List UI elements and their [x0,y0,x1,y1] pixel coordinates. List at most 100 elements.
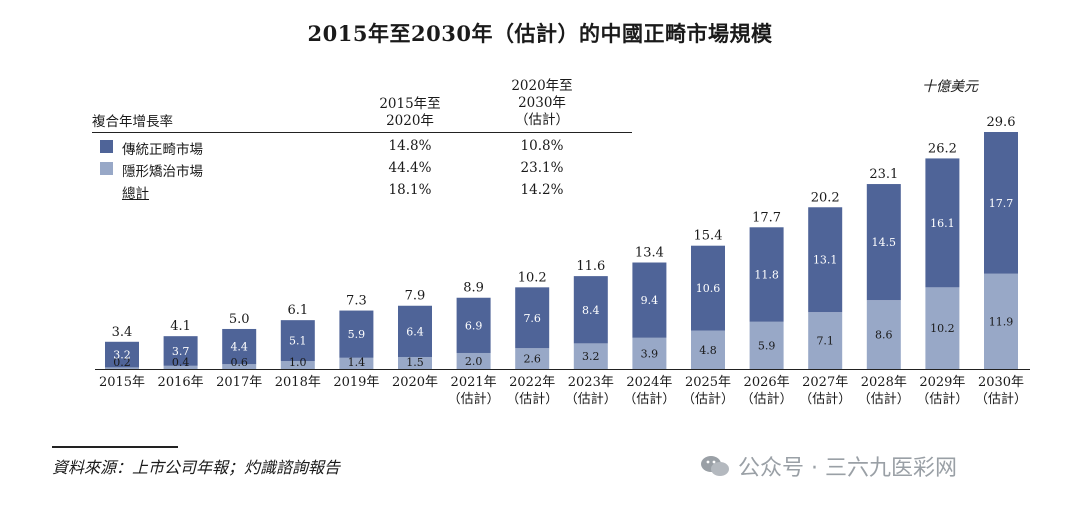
data-label-traditional: 6.9 [465,319,483,332]
source-note: 資料來源：上市公司年報；灼識諮詢報告 [52,458,341,477]
cagr-col1-header-line2: 2020年 [386,113,434,129]
bar-segment-traditional [984,132,1018,274]
cagr-col1-header: 2015年至 2020年 [360,96,460,130]
data-label-traditional: 8.4 [582,304,600,317]
cagr-row-label: 傳統正畸市場 [122,142,203,158]
total-label: 7.3 [346,294,367,309]
bar-segment-clear-aligner [984,273,1018,369]
category-label: 2018年 [275,375,321,390]
data-label-traditional: 10.6 [696,282,721,295]
category-label: 2022年 [509,375,555,390]
data-label-traditional: 7.6 [523,312,541,325]
bar-segment-traditional [163,336,198,366]
total-label: 17.7 [752,210,781,225]
category-sublabel: （估計） [506,391,558,407]
category-label: 2028年 [861,375,907,390]
cagr-row-traditional: 傳統正畸市場 14.8% 10.8% [92,138,632,160]
clear-aligner-swatch [100,162,113,175]
category-label: 2015年 [99,375,145,390]
data-label-clear-aligner: 0.6 [230,356,248,369]
category-label: 2023年 [568,375,614,390]
category-label: 2021年 [451,375,497,390]
data-label-traditional: 5.9 [348,328,366,341]
category-sublabel: （估計） [916,391,968,407]
cagr-value: 44.4% [388,160,432,176]
data-label-clear-aligner: 4.8 [699,344,717,357]
traditional-swatch [100,140,113,153]
category-label: 2024年 [626,375,672,390]
category-sublabel: （估計） [682,391,734,407]
total-label: 11.6 [576,259,605,274]
total-label: 29.6 [987,115,1016,130]
bar-segment-traditional [515,287,550,349]
bar-segment-clear-aligner [222,364,257,369]
bar-segment-clear-aligner [515,348,550,369]
category-sublabel: （估計） [448,391,500,407]
bar-segment-clear-aligner [749,321,784,369]
bar-segment-traditional [222,328,257,365]
data-label-clear-aligner: 3.2 [582,350,600,363]
data-label-clear-aligner: 1.0 [289,356,307,369]
bar-segment-clear-aligner [925,287,960,369]
data-label-clear-aligner: 7.1 [816,335,834,348]
data-label-traditional: 14.5 [872,236,897,249]
category-sublabel: （估計） [623,391,675,407]
data-label-clear-aligner: 10.2 [930,322,955,335]
wechat-icon [701,456,729,476]
cagr-table-rule [92,132,632,133]
data-label-traditional: 13.1 [813,254,838,267]
category-label: 2017年 [216,375,262,390]
bar-segment-traditional [339,310,374,358]
bar-segment-clear-aligner [280,360,315,369]
bar-segment-clear-aligner [398,356,432,369]
total-label: 3.4 [112,325,133,340]
total-label: 10.2 [518,270,547,285]
cagr-row-clear-aligner: 隱形矯治市場 44.4% 23.1% [92,160,632,182]
category-sublabel: （估計） [799,391,851,407]
bar-segment-clear-aligner [573,343,608,369]
total-label: 15.4 [694,229,723,244]
cagr-row-total: 總計 18.1% 14.2% [92,182,632,204]
bar-segment-traditional [866,184,901,301]
cagr-col2-header-line1: 2020年至 [511,78,573,94]
total-label: 4.1 [170,319,191,334]
category-sublabel: （估計） [741,391,793,407]
cagr-col2-header-line2: 2030年 [518,95,566,111]
total-label: 5.0 [229,312,250,327]
bar-segment-traditional [749,227,784,322]
bar-segment-traditional [632,262,667,338]
cagr-row-header: 複合年增長率 [92,114,173,130]
category-sublabel: （估計） [858,391,910,407]
data-label-traditional: 16.1 [930,217,955,230]
category-label: 2026年 [744,375,790,390]
bar-segment-traditional [398,305,432,357]
total-label: 26.2 [928,141,957,156]
cagr-value: 18.1% [388,182,432,198]
cagr-row-label: 隱形矯治市場 [122,164,203,180]
total-label: 8.9 [463,281,484,296]
data-label-clear-aligner: 11.9 [989,315,1014,328]
total-label: 13.4 [635,246,664,261]
data-label-traditional: 3.2 [113,349,131,362]
bar-segment-traditional [280,320,315,361]
bar-segment-clear-aligner [163,365,198,369]
category-label: 2025年 [685,375,731,390]
bar-segment-clear-aligner [105,367,139,369]
source-rule [52,446,178,448]
data-label-traditional: 11.8 [754,269,779,282]
cagr-value: 10.8% [520,138,564,154]
total-label: 23.1 [869,167,898,182]
bar-segment-traditional [808,207,843,313]
bar-segment-traditional [573,276,608,344]
data-label-traditional: 4.4 [230,341,248,354]
cagr-value: 14.2% [520,182,564,198]
total-label: 20.2 [811,190,840,205]
chart-title: 2015年至2030年（估計）的中國正畸市場規模 [307,21,773,46]
data-label-clear-aligner: 5.9 [758,339,776,352]
bar-segment-traditional [691,245,725,331]
bar-segment-clear-aligner [691,330,725,369]
category-label: 2030年 [978,375,1024,390]
data-label-clear-aligner: 2.6 [523,353,541,366]
watermark: 公众号 · 三六九医彩网 [700,450,957,482]
bar-segment-clear-aligner [808,312,843,369]
